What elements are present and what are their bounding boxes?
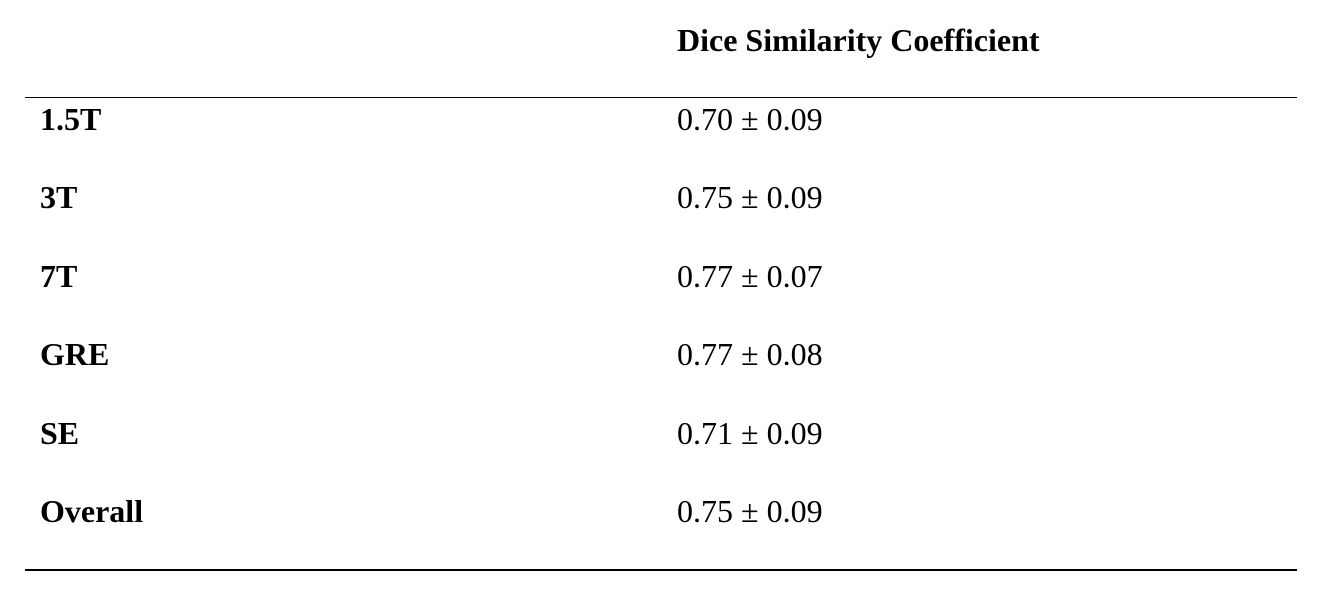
header-rule xyxy=(25,97,1297,98)
bottom-rule xyxy=(25,569,1297,571)
row-label: 7T xyxy=(40,257,78,294)
row-value: 0.77 ± 0.07 xyxy=(677,257,823,294)
row-value: 0.70 ± 0.09 xyxy=(677,101,823,137)
row-label: Overall xyxy=(40,493,144,529)
row-label: 3T xyxy=(40,179,78,216)
row-value: 0.71 ± 0.09 xyxy=(677,414,823,451)
row-label: SE xyxy=(40,414,80,451)
row-label: 1.5T xyxy=(40,101,102,137)
row-value: 0.77 ± 0.08 xyxy=(677,336,823,373)
row-value: 0.75 ± 0.09 xyxy=(677,179,823,216)
row-label: GRE xyxy=(40,336,110,373)
row-value: 0.75 ± 0.09 xyxy=(677,493,823,529)
column-header: Dice Similarity Coefficient xyxy=(677,22,1040,58)
